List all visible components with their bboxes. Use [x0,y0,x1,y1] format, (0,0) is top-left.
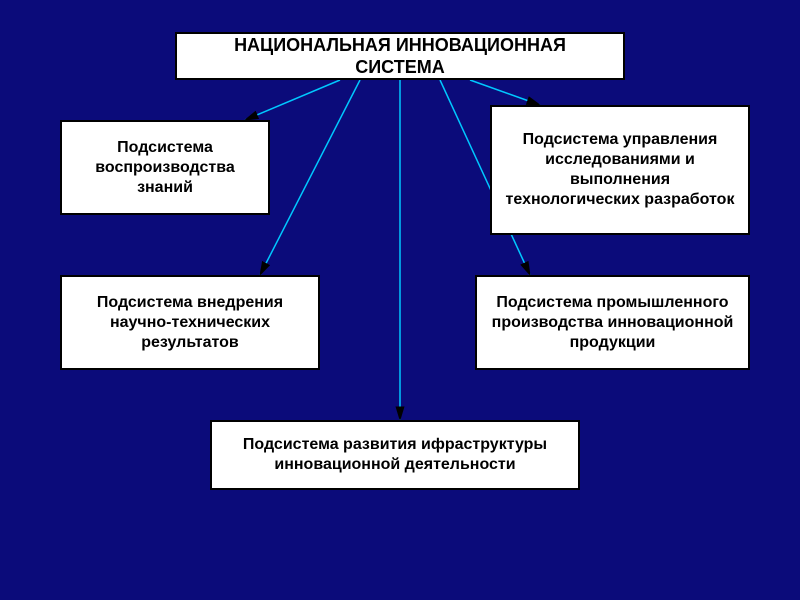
diagram-canvas: НАЦИОНАЛЬНАЯ ИННОВАЦИОННАЯ СИСТЕМА Подси… [0,0,800,600]
node-label: Подсистема воспроизводства знаний [72,138,258,198]
node-label: Подсистема развития ифраструктуры иннова… [222,435,568,475]
root-node: НАЦИОНАЛЬНАЯ ИННОВАЦИОННАЯ СИСТЕМА [175,32,625,80]
node-label: Подсистема управления исследованиями и в… [502,130,738,210]
node-label: Подсистема промышленного производства ин… [487,293,738,353]
edge-root-n2 [470,80,540,105]
subsystem-node-knowledge-reproduction: Подсистема воспроизводства знаний [60,120,270,215]
subsystem-node-industrial-production: Подсистема промышленного производства ин… [475,275,750,370]
subsystem-node-results-implementation: Подсистема внедрения научно-технических … [60,275,320,370]
edge-root-n1 [245,80,340,120]
root-node-label: НАЦИОНАЛЬНАЯ ИННОВАЦИОННАЯ СИСТЕМА [187,34,613,79]
edge-root-n3 [260,80,360,275]
node-label: Подсистема внедрения научно-технических … [72,293,308,353]
subsystem-node-research-management: Подсистема управления исследованиями и в… [490,105,750,235]
subsystem-node-infrastructure: Подсистема развития ифраструктуры иннова… [210,420,580,490]
